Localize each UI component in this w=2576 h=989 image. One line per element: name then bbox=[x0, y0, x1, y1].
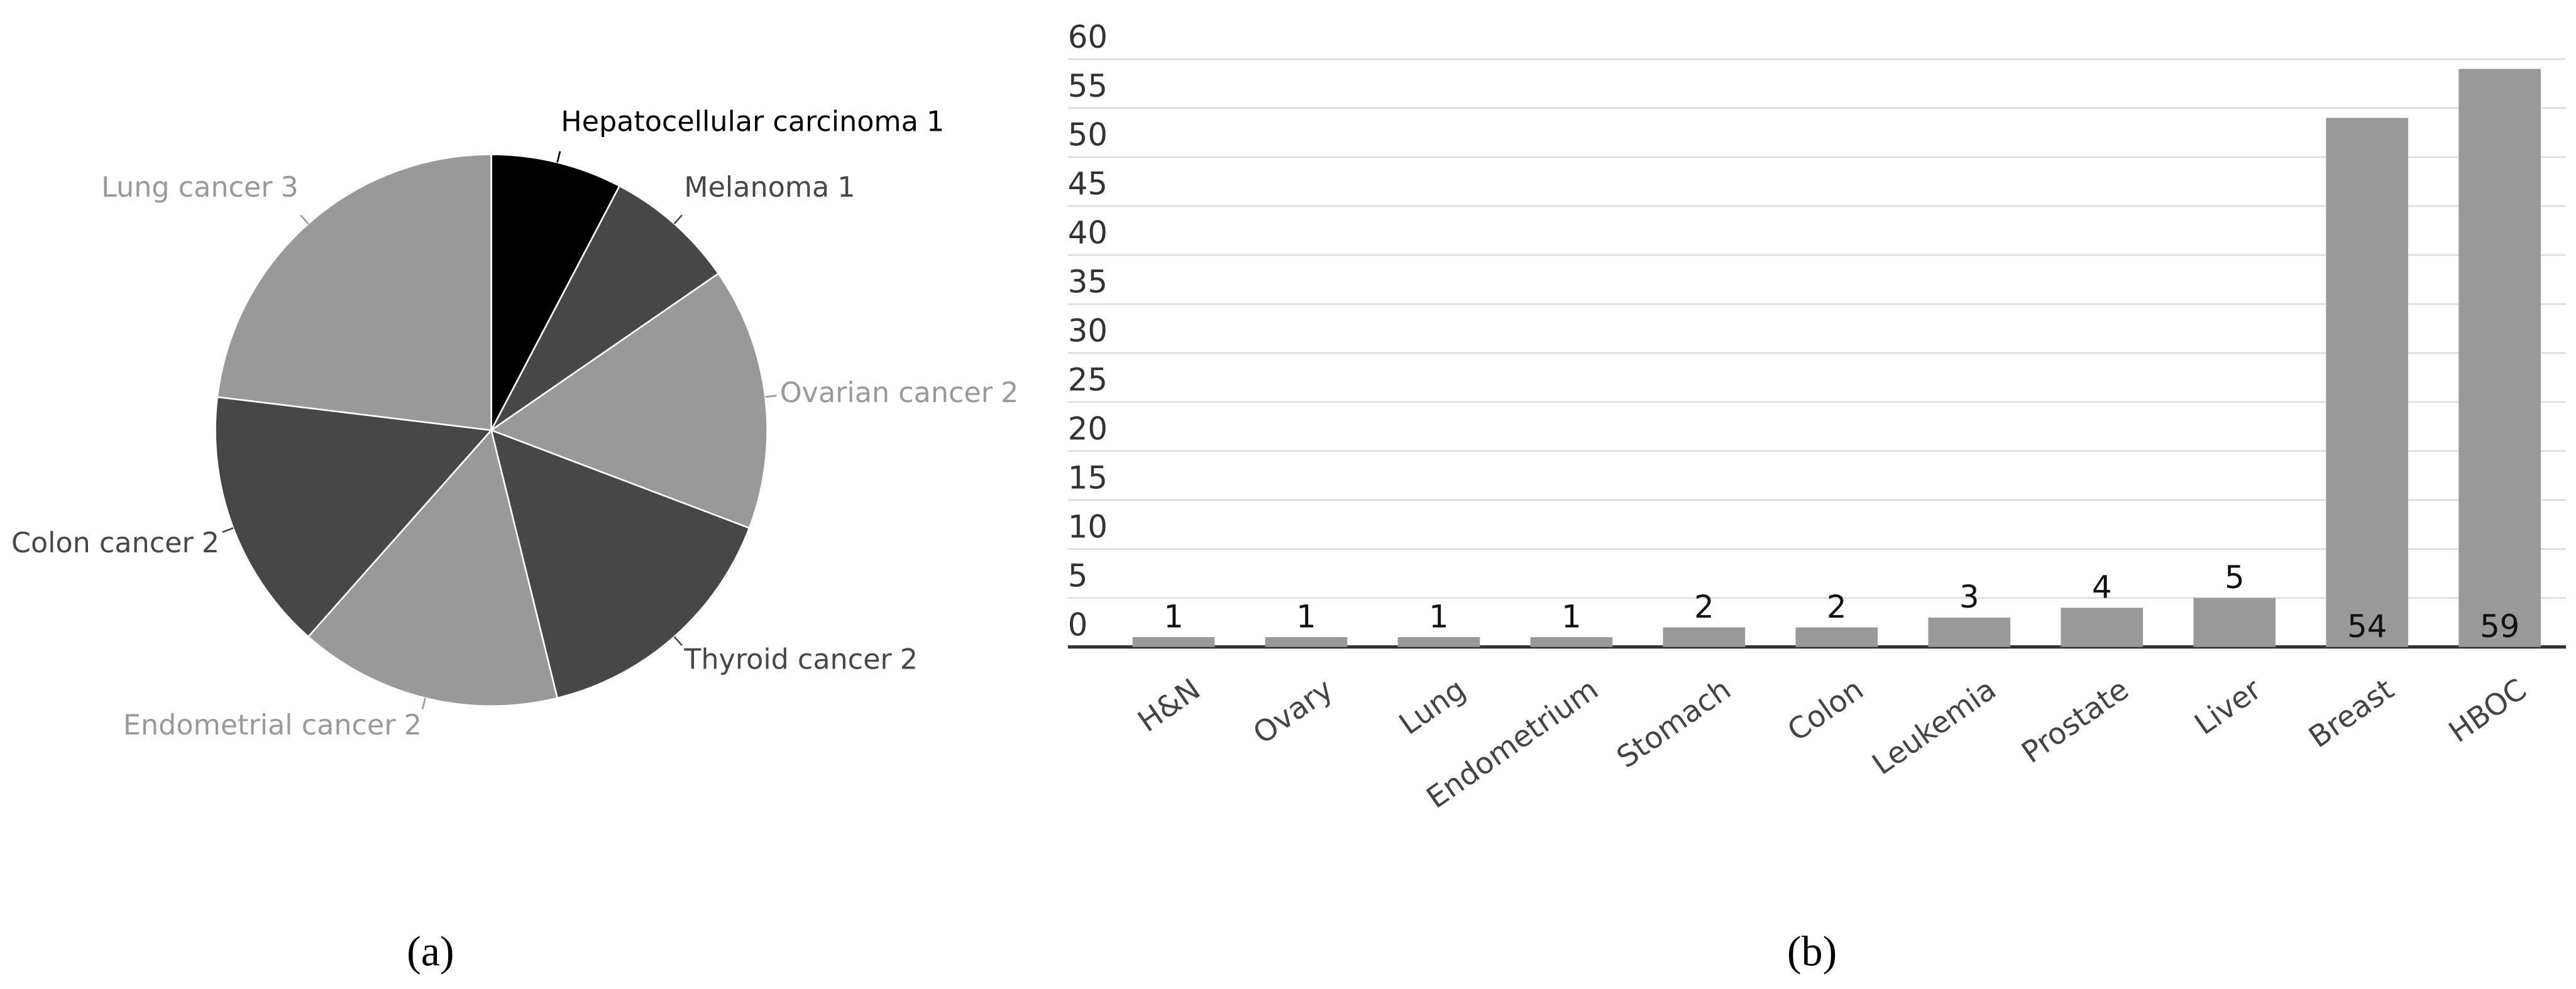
bar bbox=[2061, 608, 2144, 647]
pie-slice bbox=[490, 153, 621, 431]
pie-slice bbox=[214, 396, 493, 638]
value-label: 2 bbox=[1827, 589, 1847, 625]
y-tick-label: 30 bbox=[1068, 313, 1108, 349]
pie-label-name: Colon cancer bbox=[11, 527, 194, 559]
pie-label: Ovarian cancer 2 bbox=[780, 377, 1019, 409]
value-label: 1 bbox=[1561, 598, 1582, 635]
bar bbox=[1265, 637, 1348, 647]
y-tick-label: 10 bbox=[1068, 508, 1108, 545]
pie-label: Melanoma 1 bbox=[684, 172, 855, 204]
value-label: 54 bbox=[2347, 608, 2387, 645]
y-tick-label: 45 bbox=[1068, 166, 1108, 202]
pie-label: Lung cancer 3 bbox=[101, 172, 299, 204]
bar bbox=[1132, 637, 1215, 647]
y-tick-label: 0 bbox=[1068, 606, 1088, 643]
value-label: 3 bbox=[1959, 579, 1979, 615]
leader-line bbox=[556, 151, 561, 163]
pie-label-name: Hepatocellular carcinoma bbox=[561, 106, 918, 138]
pie-label-value: 2 bbox=[404, 709, 422, 741]
value-label: 5 bbox=[2225, 559, 2245, 596]
bar bbox=[2458, 68, 2541, 647]
pie-label-value: 1 bbox=[927, 106, 944, 138]
pie-label-name: Lung cancer bbox=[101, 172, 273, 204]
pie-label: Colon cancer 2 bbox=[11, 527, 219, 559]
pie-label-name: Ovarian cancer bbox=[780, 377, 993, 409]
caption: (b) bbox=[1787, 927, 1837, 975]
pie-label-name: Thyroid cancer bbox=[683, 643, 892, 675]
bar bbox=[1663, 627, 1746, 647]
leader-line bbox=[421, 697, 426, 710]
pie-label-value: 2 bbox=[1001, 377, 1018, 409]
pie-label-name: Endometrial cancer bbox=[123, 709, 396, 741]
value-label: 1 bbox=[1429, 598, 1449, 635]
x-tick-label: H&N bbox=[1131, 672, 1206, 740]
bar-chart: 0510152025303540455055601H&N1Ovary1Lung1… bbox=[1068, 19, 2567, 975]
y-tick-label: 35 bbox=[1068, 264, 1108, 300]
x-tick-label: Lung bbox=[1393, 672, 1472, 742]
y-tick-label: 50 bbox=[1068, 117, 1108, 153]
bar bbox=[1928, 617, 2011, 647]
x-tick-label: Prostate bbox=[2015, 672, 2135, 770]
leader-line bbox=[222, 527, 234, 533]
leader-line bbox=[300, 214, 309, 224]
value-label: 1 bbox=[1164, 598, 1184, 635]
caption: (a) bbox=[407, 927, 454, 975]
pie-label: Hepatocellular carcinoma 1 bbox=[561, 106, 944, 138]
pie-slice bbox=[489, 272, 768, 530]
value-label: 59 bbox=[2480, 608, 2519, 645]
x-tick-label: HBOC bbox=[2443, 672, 2533, 750]
y-tick-label: 40 bbox=[1068, 215, 1108, 251]
pie-label-value: 2 bbox=[900, 643, 918, 675]
y-tick-label: 60 bbox=[1068, 19, 1108, 55]
leader-line bbox=[673, 636, 683, 646]
bar bbox=[2326, 117, 2409, 647]
pie-slice bbox=[307, 428, 559, 708]
leader-line bbox=[673, 214, 683, 224]
y-tick-label: 20 bbox=[1068, 410, 1108, 447]
y-tick-label: 55 bbox=[1068, 68, 1108, 104]
value-label: 1 bbox=[1296, 598, 1316, 635]
x-tick-label: Liver bbox=[2188, 672, 2268, 742]
pie-label: Thyroid cancer 2 bbox=[683, 643, 918, 675]
x-tick-label: Colon bbox=[1781, 672, 1870, 748]
pie-label-value: 3 bbox=[281, 172, 299, 204]
y-tick-label: 25 bbox=[1068, 362, 1108, 398]
x-tick-label: Breast bbox=[2303, 672, 2400, 755]
pie-label: Endometrial cancer 2 bbox=[123, 709, 422, 741]
bar bbox=[1397, 637, 1480, 647]
y-tick-label: 5 bbox=[1068, 557, 1088, 594]
bar bbox=[1530, 637, 1613, 647]
x-tick-label: Ovary bbox=[1247, 672, 1340, 751]
x-tick-label: Stomach bbox=[1610, 672, 1737, 775]
pie-slice bbox=[216, 153, 492, 432]
pie-slice bbox=[490, 429, 751, 699]
pie-label-value: 1 bbox=[837, 172, 855, 204]
x-tick-label: Leukemia bbox=[1866, 672, 2003, 782]
bar bbox=[2193, 598, 2276, 647]
value-label: 4 bbox=[2092, 569, 2112, 606]
value-label: 2 bbox=[1694, 589, 1714, 625]
bar bbox=[1795, 627, 1878, 647]
pie-label-value: 2 bbox=[202, 527, 219, 559]
pie-slice bbox=[490, 185, 720, 431]
y-tick-label: 15 bbox=[1068, 459, 1108, 496]
leader-line bbox=[765, 395, 777, 398]
pie-label-name: Melanoma bbox=[684, 172, 829, 204]
